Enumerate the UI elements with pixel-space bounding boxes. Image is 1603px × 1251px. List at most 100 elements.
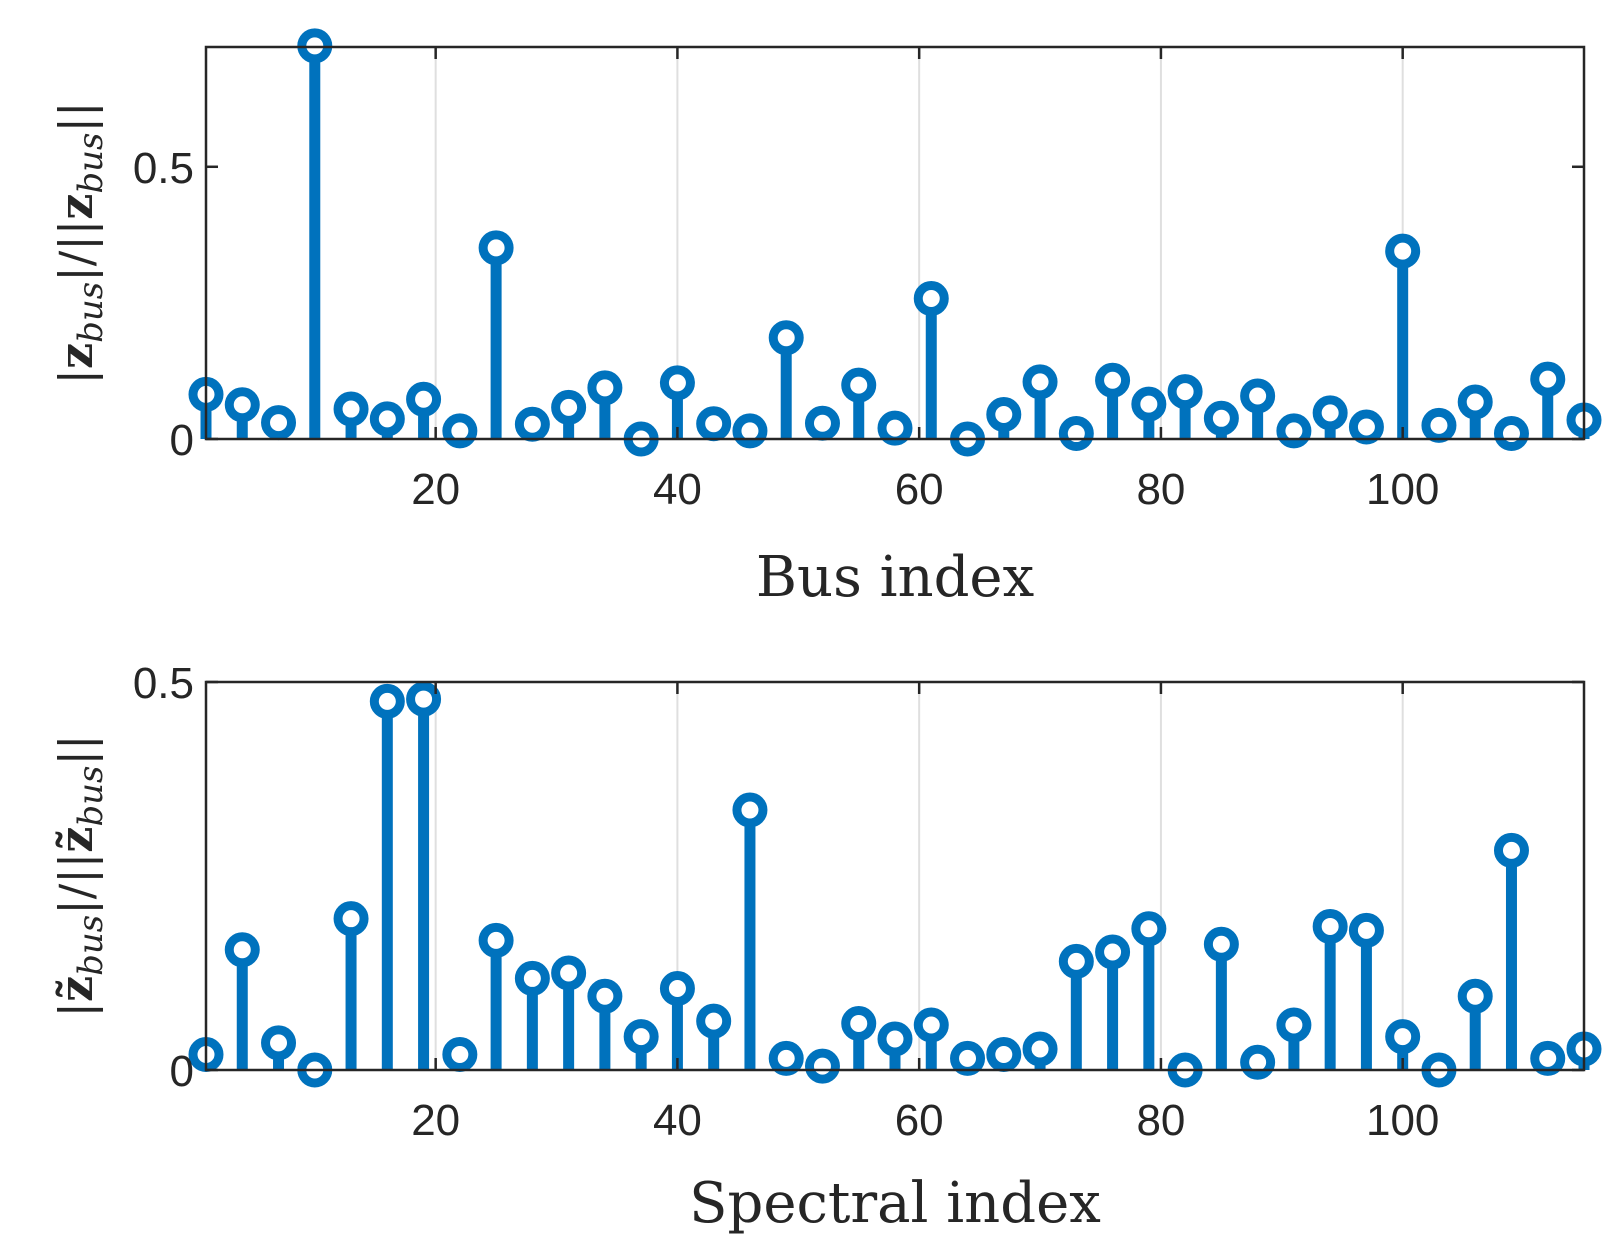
ylabel-top-vec: z (49, 343, 103, 369)
x-tick-label: 100 (1366, 465, 1439, 514)
stem-marker (261, 1025, 297, 1061)
stems-top (188, 28, 1602, 457)
y-axis-label-top: |zbus|/||zbus|| (49, 102, 111, 385)
ticks-bottom (206, 680, 1584, 1072)
ylabel-bottom-open: | (49, 1002, 103, 1018)
tick-labels-bottom: 20 40 60 80 100 0 0.5 (133, 659, 1440, 1145)
x-tick-label: 40 (653, 465, 702, 514)
stem-marker (1493, 416, 1529, 452)
stem-marker (1385, 1019, 1421, 1055)
y-tick-label: 0.5 (133, 144, 194, 193)
stem-marker (1348, 912, 1384, 948)
x-tick-label: 60 (895, 1096, 944, 1145)
stem-marker (913, 281, 949, 317)
stem-marker (1493, 832, 1529, 868)
ylabel-bottom-mid: |/|| (49, 853, 103, 915)
stem-marker (442, 413, 478, 449)
stem-marker (659, 971, 695, 1007)
stem-marker (551, 955, 587, 991)
stem-marker (1312, 395, 1348, 431)
stem-marker (1240, 1044, 1276, 1080)
y-tick-label: 0 (170, 416, 194, 465)
stem-marker (1203, 926, 1239, 962)
stem-marker (224, 387, 260, 423)
stem-marker (804, 405, 840, 441)
ylabel-bottom-close: || (49, 735, 103, 766)
stem-marker (333, 901, 369, 937)
stem-marker (1457, 384, 1493, 420)
stem-marker (1022, 1031, 1058, 1067)
stem-marker (1276, 1007, 1312, 1043)
stem-marker (768, 1040, 804, 1076)
stem-marker (406, 381, 442, 417)
stem-marker (1312, 908, 1348, 944)
ylabel-bottom-sub2: bus (71, 766, 111, 827)
stem-marker (1167, 374, 1203, 410)
ylabel-top-sub: bus (71, 282, 111, 343)
stem-marker (1022, 364, 1058, 400)
stem-marker (696, 1003, 732, 1039)
stem-marker (1131, 911, 1167, 947)
x-axis-label-top: Bus index (756, 545, 1034, 610)
x-tick-label: 60 (895, 465, 944, 514)
stem-marker (1276, 413, 1312, 449)
stem-marker (587, 370, 623, 406)
stem-marker (1095, 934, 1131, 970)
x-tick-label: 40 (653, 1096, 702, 1145)
stem-marker (659, 365, 695, 401)
stem-marker (478, 922, 514, 958)
tick-labels-top: 20 40 60 80 100 0 0.5 (133, 144, 1440, 514)
stem-marker (732, 413, 768, 449)
stem-marker (478, 230, 514, 266)
stem-marker (1131, 386, 1167, 422)
stem-marker (841, 1005, 877, 1041)
axes-box-bottom (204, 680, 1586, 1072)
x-tick-label: 80 (1136, 465, 1185, 514)
stem-marker (877, 1021, 913, 1057)
stem-marker (1530, 1040, 1566, 1076)
stem-marker (913, 1007, 949, 1043)
ylabel-top-sub2: bus (71, 133, 111, 194)
axes-box-top (204, 45, 1586, 441)
stem-marker (877, 410, 913, 446)
stem-marker (841, 367, 877, 403)
ticks-top (206, 47, 1584, 441)
stem-marker (514, 406, 550, 442)
stem-marker (1421, 407, 1457, 443)
stem-marker (768, 320, 804, 356)
stem-marker (1240, 378, 1276, 414)
stem-marker (623, 1019, 659, 1055)
y-tick-label: 0.5 (133, 659, 194, 708)
stem-marker (696, 406, 732, 442)
stem-marker (1203, 400, 1239, 436)
stem-marker (406, 681, 442, 717)
plot-area-bottom (206, 682, 1584, 1070)
stem-marker (804, 1048, 840, 1084)
y-axis-label-bottom: |z̃bus|/||z̃bus|| (49, 735, 111, 1018)
stem-marker (333, 391, 369, 427)
ylabel-top-close: || (49, 102, 103, 133)
stem-marker (551, 389, 587, 425)
stem-marker (732, 792, 768, 828)
stem-marker (986, 1036, 1022, 1072)
stem-marker (1530, 361, 1566, 397)
ylabel-top-open: | (49, 369, 103, 385)
x-tick-label: 100 (1366, 1096, 1439, 1145)
stem-marker (224, 932, 260, 968)
stem-marker (369, 683, 405, 719)
ylabel-bottom-vec: z̃ (49, 976, 103, 1002)
ylabel-bottom-sub: bus (71, 915, 111, 976)
stem-marker (1348, 409, 1384, 445)
stem-marker (1095, 362, 1131, 398)
stem-marker (369, 401, 405, 437)
stem-marker (1385, 233, 1421, 269)
x-tick-label: 80 (1136, 1096, 1185, 1145)
plot-area-top (206, 47, 1584, 439)
ylabel-top-mid: |/|| (49, 220, 103, 282)
y-tick-label: 0 (170, 1047, 194, 1096)
stem-marker (514, 960, 550, 996)
stems-bottom (188, 681, 1602, 1088)
